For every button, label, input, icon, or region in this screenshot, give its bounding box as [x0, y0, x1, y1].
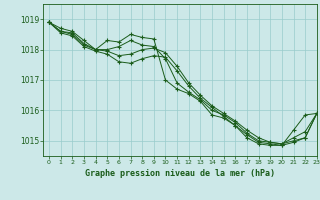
X-axis label: Graphe pression niveau de la mer (hPa): Graphe pression niveau de la mer (hPa): [85, 169, 275, 178]
